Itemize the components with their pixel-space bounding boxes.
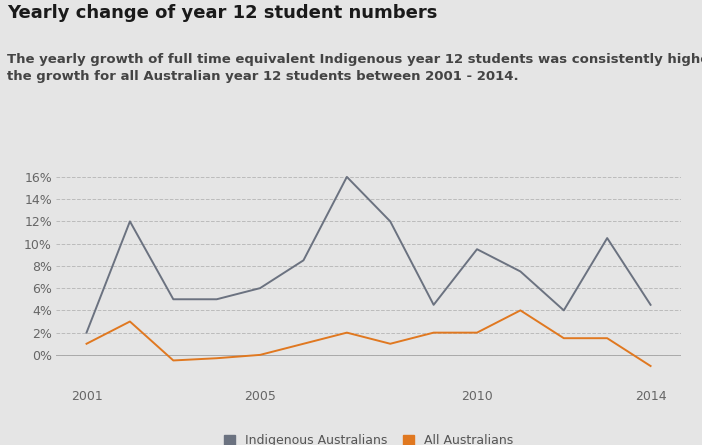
All Australians bbox=[647, 363, 655, 368]
All Australians bbox=[169, 358, 178, 363]
Text: The yearly growth of full time equivalent Indigenous year 12 students was consis: The yearly growth of full time equivalen… bbox=[7, 53, 702, 83]
All Australians bbox=[213, 356, 221, 361]
Indigenous Australians bbox=[516, 269, 524, 274]
All Australians bbox=[473, 330, 482, 336]
Indigenous Australians bbox=[82, 330, 91, 336]
Line: All Australians: All Australians bbox=[86, 311, 651, 366]
Indigenous Australians bbox=[256, 286, 264, 291]
Text: Yearly change of year 12 student numbers: Yearly change of year 12 student numbers bbox=[7, 4, 437, 22]
Indigenous Australians bbox=[473, 247, 482, 252]
Indigenous Australians bbox=[386, 218, 395, 224]
All Australians bbox=[299, 341, 307, 346]
Indigenous Australians bbox=[559, 308, 568, 313]
Indigenous Australians bbox=[603, 235, 611, 241]
All Australians bbox=[343, 330, 351, 336]
Legend: Indigenous Australians, All Australians: Indigenous Australians, All Australians bbox=[219, 429, 518, 445]
All Australians bbox=[386, 341, 395, 346]
Indigenous Australians bbox=[299, 258, 307, 263]
All Australians bbox=[126, 319, 134, 324]
All Australians bbox=[516, 308, 524, 313]
All Australians bbox=[603, 336, 611, 341]
Indigenous Australians bbox=[647, 302, 655, 307]
Indigenous Australians bbox=[430, 302, 438, 307]
Indigenous Australians bbox=[343, 174, 351, 179]
Line: Indigenous Australians: Indigenous Australians bbox=[86, 177, 651, 332]
All Australians bbox=[82, 341, 91, 346]
All Australians bbox=[559, 336, 568, 341]
All Australians bbox=[430, 330, 438, 336]
All Australians bbox=[256, 352, 264, 358]
Indigenous Australians bbox=[126, 218, 134, 224]
Indigenous Australians bbox=[213, 296, 221, 302]
Indigenous Australians bbox=[169, 296, 178, 302]
